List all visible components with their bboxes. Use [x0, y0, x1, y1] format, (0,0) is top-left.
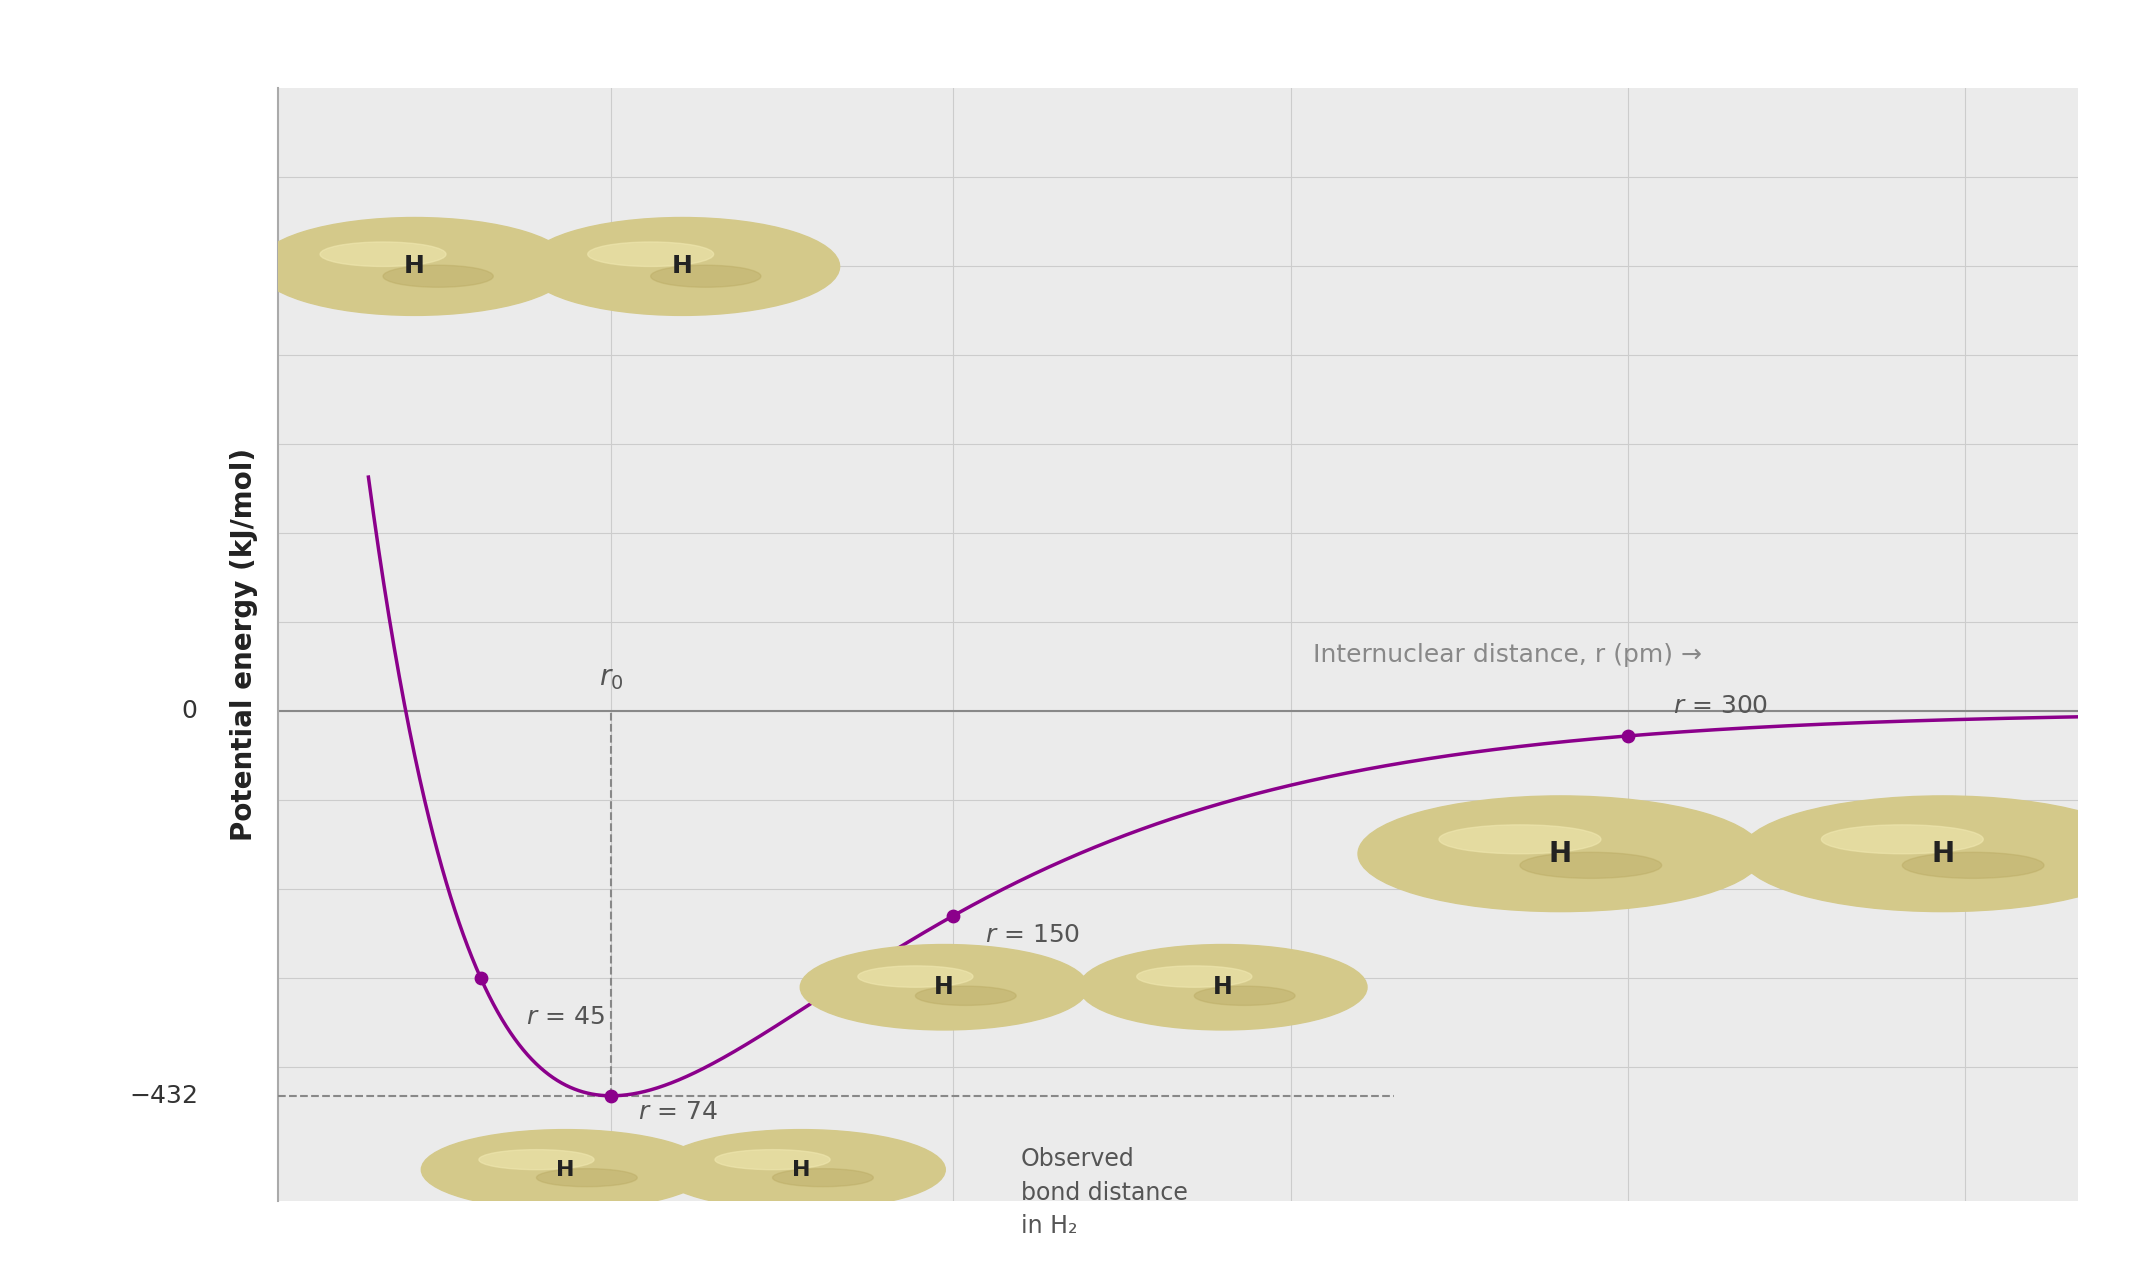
- Ellipse shape: [257, 217, 572, 316]
- Ellipse shape: [915, 986, 1015, 1005]
- Ellipse shape: [525, 217, 840, 316]
- Text: H: H: [934, 976, 953, 1000]
- Ellipse shape: [651, 265, 760, 287]
- Ellipse shape: [587, 241, 713, 267]
- Ellipse shape: [1739, 796, 2142, 911]
- Ellipse shape: [1358, 796, 1763, 911]
- Ellipse shape: [1521, 852, 1662, 878]
- Y-axis label: Potential energy (kJ/mol): Potential energy (kJ/mol): [229, 447, 257, 842]
- Ellipse shape: [1080, 944, 1367, 1030]
- Text: H: H: [793, 1159, 810, 1179]
- Ellipse shape: [801, 944, 1088, 1030]
- Ellipse shape: [480, 1150, 593, 1169]
- Text: $r$ = 150: $r$ = 150: [985, 923, 1080, 947]
- Ellipse shape: [1439, 825, 1600, 853]
- Ellipse shape: [857, 966, 972, 987]
- Text: $r$ = 300: $r$ = 300: [1673, 694, 1767, 718]
- Text: Observed
bond distance
in H₂: Observed bond distance in H₂: [1022, 1148, 1187, 1239]
- Ellipse shape: [658, 1130, 945, 1210]
- Ellipse shape: [422, 1130, 709, 1210]
- Ellipse shape: [1821, 825, 1983, 853]
- Text: $-432$: $-432$: [129, 1083, 197, 1107]
- Ellipse shape: [319, 241, 446, 267]
- Point: [593, 1086, 628, 1106]
- Text: H: H: [1212, 976, 1234, 1000]
- Ellipse shape: [383, 265, 493, 287]
- Text: $r$ = 45: $r$ = 45: [527, 1005, 604, 1029]
- Ellipse shape: [715, 1150, 831, 1169]
- Ellipse shape: [773, 1169, 874, 1187]
- Text: $r_0$: $r_0$: [600, 664, 623, 691]
- Text: $0$: $0$: [182, 699, 197, 723]
- Text: H: H: [405, 254, 424, 278]
- Point: [465, 968, 499, 988]
- Ellipse shape: [1137, 966, 1251, 987]
- Point: [936, 906, 970, 927]
- Text: $r$ = 74: $r$ = 74: [638, 1100, 718, 1124]
- Text: H: H: [1549, 839, 1572, 868]
- Text: Internuclear distance, r (pm) →: Internuclear distance, r (pm) →: [1313, 643, 1703, 667]
- Text: H: H: [1932, 839, 1954, 868]
- Ellipse shape: [536, 1169, 636, 1187]
- Text: H: H: [557, 1159, 574, 1179]
- Ellipse shape: [1902, 852, 2043, 878]
- Text: H: H: [673, 254, 692, 278]
- Point: [1611, 726, 1645, 746]
- Ellipse shape: [1195, 986, 1296, 1005]
